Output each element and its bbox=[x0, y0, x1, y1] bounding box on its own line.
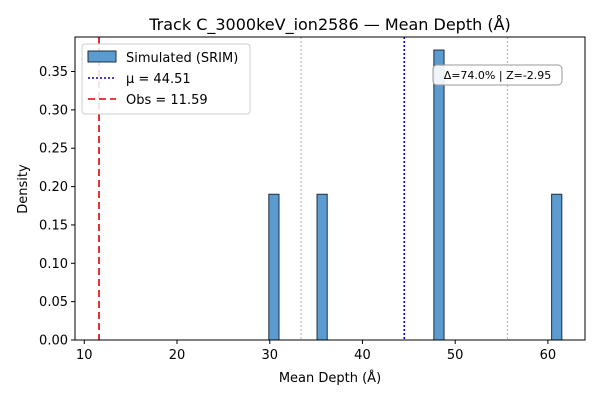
y-tick-label: 0.10 bbox=[39, 257, 68, 272]
legend-box bbox=[81, 43, 251, 115]
y-tick-label: 0.35 bbox=[39, 65, 68, 80]
legend-swatch-simulated bbox=[87, 50, 117, 63]
legend-label-mu: μ = 44.51 bbox=[126, 72, 191, 87]
stats-annotation: Δ=74.0% | Z=-2.95 bbox=[432, 64, 563, 86]
y-tick-label: 0.00 bbox=[39, 334, 68, 349]
plot-frame bbox=[74, 36, 586, 341]
histogram-bar bbox=[551, 193, 563, 341]
y-tick-label: 0.15 bbox=[39, 218, 68, 233]
axis-ticks: 10 20 30 40 50 60 0.00 0.05 0.10 0.15 0.20 0.25 0.30… bbox=[39, 65, 556, 363]
y-axis-label: Density bbox=[16, 164, 31, 214]
histogram-bar bbox=[433, 49, 445, 341]
x-tick-label: 50 bbox=[447, 348, 464, 363]
y-tick-label: 0.30 bbox=[39, 103, 68, 118]
histogram-bar bbox=[316, 193, 328, 341]
x-tick-label: 30 bbox=[261, 348, 278, 363]
legend: Simulated (SRIM) μ = 44.51 Obs = 11.59 bbox=[81, 43, 251, 115]
y-tick-label: 0.25 bbox=[39, 142, 68, 157]
histogram-bar bbox=[268, 193, 280, 341]
annotation-text: Δ=74.0% | Z=-2.95 bbox=[444, 69, 552, 82]
y-tick-label: 0.20 bbox=[39, 180, 68, 195]
legend-label-simulated: Simulated (SRIM) bbox=[126, 51, 238, 66]
y-tick-label: 0.05 bbox=[39, 295, 68, 310]
x-tick-label: 60 bbox=[540, 348, 557, 363]
legend-label-obs: Obs = 11.59 bbox=[126, 93, 208, 108]
x-tick-label: 10 bbox=[76, 348, 93, 363]
x-tick-label: 20 bbox=[169, 348, 186, 363]
chart-title: Track C_3000keV_ion2586 — Mean Depth (Å) bbox=[148, 15, 511, 35]
x-axis-label: Mean Depth (Å) bbox=[279, 370, 381, 386]
annotation-box bbox=[432, 64, 563, 86]
x-tick-label: 40 bbox=[354, 348, 371, 363]
